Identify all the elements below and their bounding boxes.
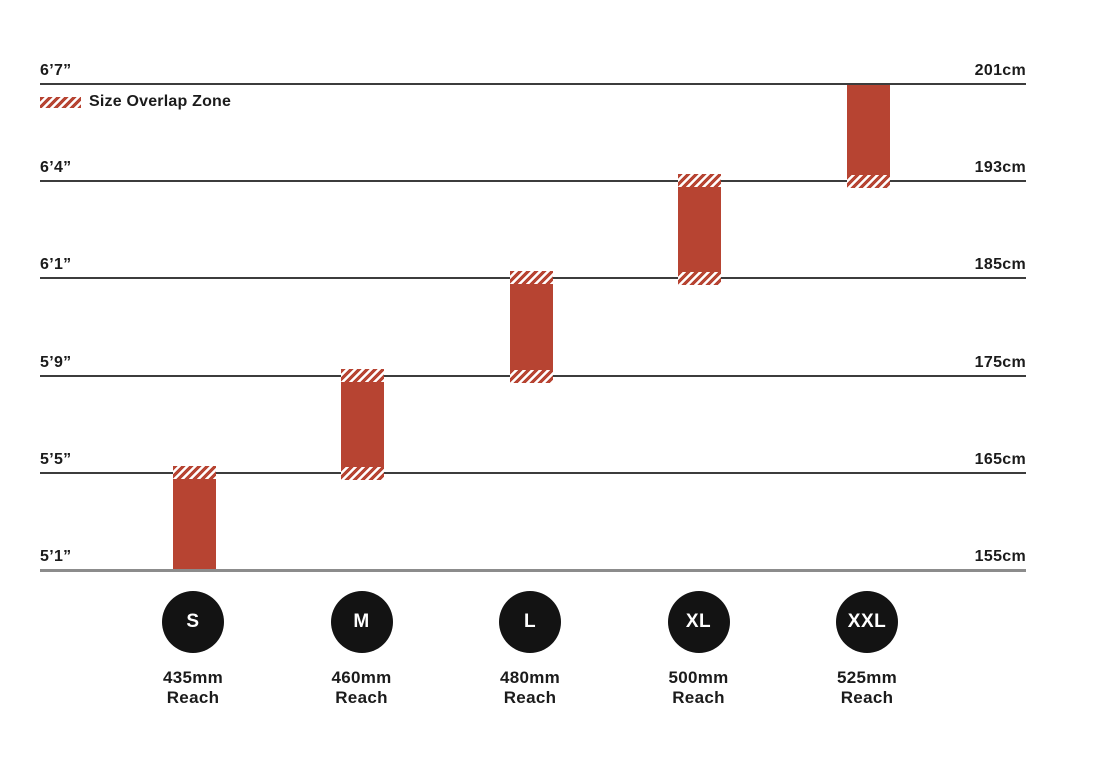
size-range-bar — [509, 271, 553, 383]
overlap-hatch-swatch-icon — [40, 96, 81, 108]
reach-caption: Reach — [503, 688, 557, 707]
height-label-imperial: 6’1” — [40, 256, 72, 274]
overlap-zone-bottom — [509, 369, 553, 383]
gridline — [40, 569, 1026, 572]
height-label-imperial: 5’9” — [40, 353, 72, 371]
reach-caption: Reach — [166, 688, 220, 707]
reach-label: 525mm Reach — [797, 668, 937, 708]
gridline — [40, 83, 1026, 85]
height-label-metric: 165cm — [974, 450, 1026, 468]
height-label-metric: 193cm — [974, 159, 1026, 177]
size-letter: XL — [685, 611, 712, 632]
overlap-zone-bottom — [678, 272, 721, 286]
size-badge: S — [162, 591, 224, 653]
height-label-imperial: 5’5” — [40, 450, 72, 468]
size-overlap-legend: Size Overlap Zone — [40, 93, 231, 111]
height-label-metric: 175cm — [974, 353, 1026, 371]
reach-caption: Reach — [672, 688, 725, 707]
reach-label: 460mm Reach — [292, 668, 432, 708]
reach-value: 500mm — [668, 668, 729, 687]
size-badge: XL — [667, 591, 730, 653]
size-letter: L — [523, 611, 537, 632]
size-range-bar — [341, 368, 384, 480]
overlap-zone-top — [678, 174, 721, 188]
reach-label: 435mm Reach — [123, 668, 263, 708]
height-gridline-row: 6’4” 193cm — [40, 159, 1026, 183]
overlap-zone-top — [172, 465, 216, 479]
gridline — [40, 471, 1026, 474]
overlap-zone-bottom — [341, 466, 384, 480]
size-badge: XXL — [836, 591, 898, 653]
size-badge: M — [330, 591, 393, 653]
height-label-imperial: 6’7” — [40, 62, 72, 79]
height-gridline-row: 5’5” 165cm — [40, 451, 1026, 474]
reach-label: 480mm Reach — [460, 668, 600, 708]
reach-value: 480mm — [499, 668, 561, 687]
overlap-zone-bottom — [846, 175, 890, 189]
size-letter: S — [186, 611, 200, 632]
height-label-metric: 185cm — [974, 256, 1026, 274]
size-letter: M — [353, 611, 370, 632]
gridline — [40, 180, 1026, 183]
size-range-bar — [846, 85, 890, 189]
reach-caption: Reach — [840, 688, 894, 707]
reach-value: 460mm — [331, 668, 392, 687]
legend-label: Size Overlap Zone — [89, 93, 232, 110]
height-label-imperial: 6’4” — [40, 159, 72, 177]
overlap-zone-top — [509, 271, 553, 285]
reach-caption: Reach — [335, 688, 388, 707]
height-label-metric: 155cm — [974, 548, 1026, 565]
reach-label: 500mm Reach — [629, 668, 769, 708]
overlap-zone-top — [341, 368, 384, 382]
size-badge: L — [499, 591, 561, 653]
size-letter: XXL — [847, 611, 887, 632]
reach-value: 525mm — [836, 668, 898, 687]
height-label-imperial: 5’1” — [40, 548, 72, 565]
size-range-bar — [172, 465, 216, 569]
size-range-bar — [678, 174, 721, 286]
height-gridline-row: 5’1” 155cm — [40, 548, 1026, 572]
height-gridline-row: 6’7” 201cm — [40, 62, 1026, 85]
height-label-metric: 201cm — [974, 62, 1026, 79]
reach-value: 435mm — [162, 668, 224, 687]
